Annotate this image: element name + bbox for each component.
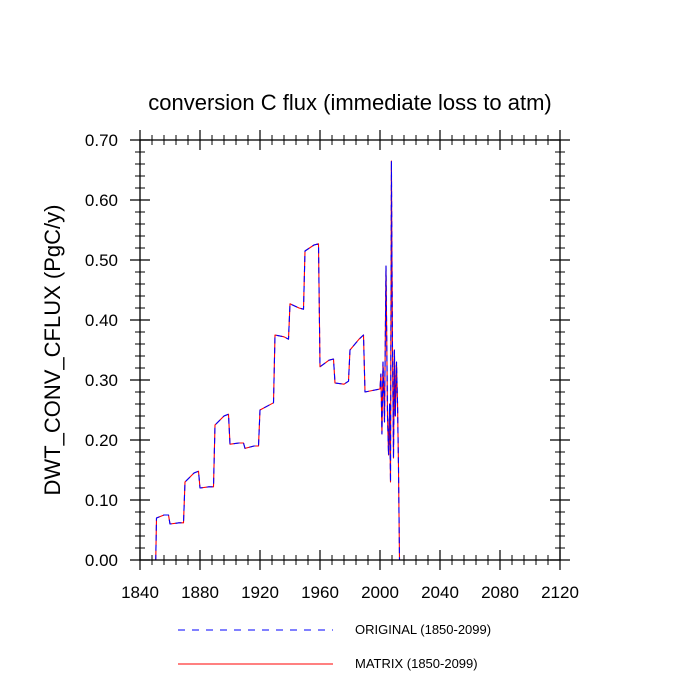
- series-line-original: [155, 160, 529, 561]
- x-tick-label: 1880: [181, 583, 219, 602]
- y-tick-labels: 0.00 0.10 0.20 0.30 0.40 0.50 0.60 0.70: [85, 131, 118, 570]
- legend: ORIGINAL (1850-2099) MATRIX (1850-2099): [178, 622, 491, 671]
- x-tick-label: 2120: [541, 583, 579, 602]
- y-tick-label: 0.30: [85, 371, 118, 390]
- series-line-matrix: [155, 160, 529, 561]
- y-tick-label: 0.60: [85, 191, 118, 210]
- x-tick-label: 1840: [121, 583, 159, 602]
- legend-label-original: ORIGINAL (1850-2099): [355, 622, 491, 637]
- chart-title: conversion C flux (immediate loss to atm…: [148, 90, 551, 115]
- y-tick-label: 0.10: [85, 491, 118, 510]
- y-axis-label: DWT_CONV_CFLUX (PgC/y): [40, 205, 65, 496]
- y-tick-label: 0.50: [85, 251, 118, 270]
- y-tick-label: 0.00: [85, 551, 118, 570]
- plot-frame: [139, 139, 561, 561]
- x-tick-label: 1960: [301, 583, 339, 602]
- x-tick-label: 2080: [481, 583, 519, 602]
- x-tick-label: 1920: [241, 583, 279, 602]
- x-tick-label: 2000: [361, 583, 399, 602]
- legend-label-matrix: MATRIX (1850-2099): [355, 656, 478, 671]
- x-tick-label: 2040: [421, 583, 459, 602]
- y-tick-label: 0.70: [85, 131, 118, 150]
- x-tick-labels: 1840 1880 1920 1960 2000 2040 2080 2120: [121, 583, 579, 602]
- y-tick-label: 0.20: [85, 431, 118, 450]
- series-lines: [155, 160, 529, 561]
- y-tick-label: 0.40: [85, 311, 118, 330]
